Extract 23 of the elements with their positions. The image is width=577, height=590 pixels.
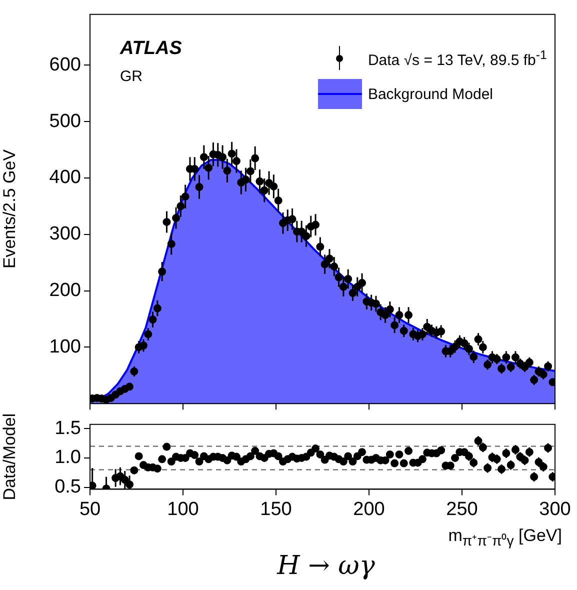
y-tick-label: 300 bbox=[49, 224, 81, 245]
x-tick-label: 300 bbox=[539, 498, 571, 520]
text: H → ωγ bbox=[277, 551, 375, 581]
y-axis-title: Data/Model bbox=[0, 413, 19, 500]
y-tick-label: 1.5 bbox=[54, 418, 81, 439]
x-tick-label: 50 bbox=[79, 498, 101, 520]
y-tick-label: 0.5 bbox=[54, 476, 81, 498]
legend-label: Background Model bbox=[368, 86, 494, 102]
y-tick-label: 100 bbox=[49, 336, 81, 358]
y-tick-label: 1.0 bbox=[54, 447, 81, 468]
annotation: GR bbox=[120, 68, 144, 85]
y-tick-label: 500 bbox=[49, 110, 81, 132]
y-tick-label: 400 bbox=[49, 167, 81, 188]
x-tick-label: 250 bbox=[446, 498, 478, 520]
y-tick-label: 200 bbox=[49, 280, 81, 302]
legend-label: Data √s = 13 TeV, 89.5 fb$^{-1}$ bbox=[368, 48, 547, 68]
y-axis-title: Events/2.5 GeV bbox=[0, 148, 19, 269]
x-tick-label: 100 bbox=[167, 498, 199, 520]
x-tick-label: 150 bbox=[260, 498, 292, 520]
annotation: ATLAS bbox=[120, 38, 182, 60]
x-tick-label: 200 bbox=[353, 498, 385, 520]
x-axis-title: m$_{π⁺π⁻π⁰γ}$ [GeV] bbox=[448, 526, 562, 550]
y-tick-label: 600 bbox=[49, 54, 81, 76]
